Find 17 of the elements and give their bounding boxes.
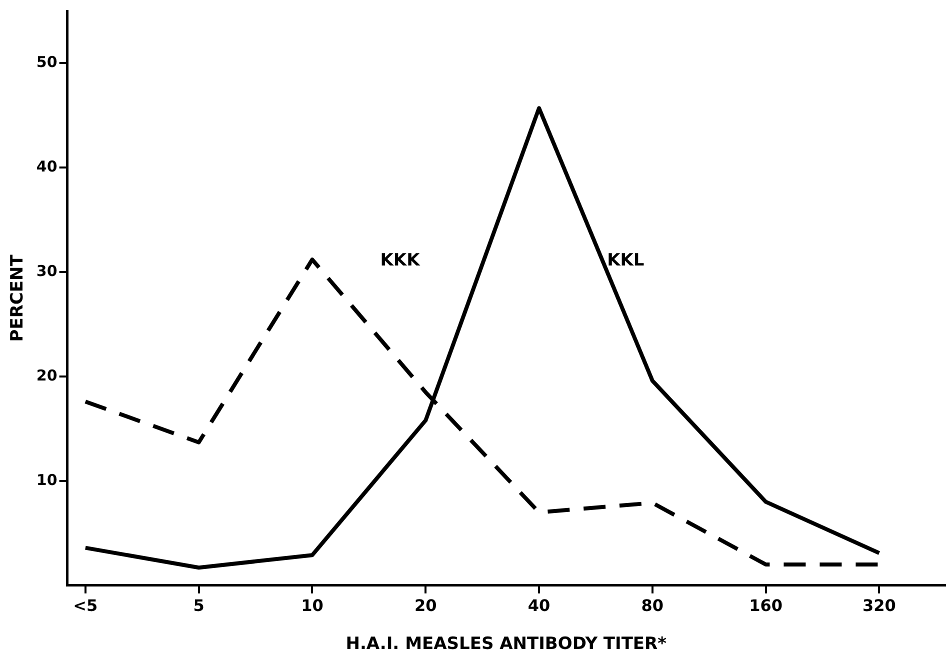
x-tick-label: 10 xyxy=(301,596,324,616)
y-tick-label: 40 xyxy=(36,158,58,176)
y-axis-title: PERCENT xyxy=(8,254,28,342)
x-tick-label: 80 xyxy=(641,596,664,616)
x-tick-label: 160 xyxy=(749,596,783,616)
x-tick-label: 20 xyxy=(414,596,437,616)
x-tick-label: 40 xyxy=(528,596,550,616)
y-tick-label: 10 xyxy=(36,470,58,489)
x-axis-title: H.A.I. MEASLES ANTIBODY TITER* xyxy=(346,634,667,654)
series-label: KKL xyxy=(607,250,644,270)
x-tick-label: 320 xyxy=(862,596,896,616)
y-tick-label: 20 xyxy=(36,366,58,384)
y-tick-label: 50 xyxy=(36,53,58,72)
x-tick-label: 5 xyxy=(193,596,204,616)
text: KKK xyxy=(380,250,421,270)
x-tick-label: <5 xyxy=(73,596,98,616)
y-tick-label: 30 xyxy=(36,262,58,280)
